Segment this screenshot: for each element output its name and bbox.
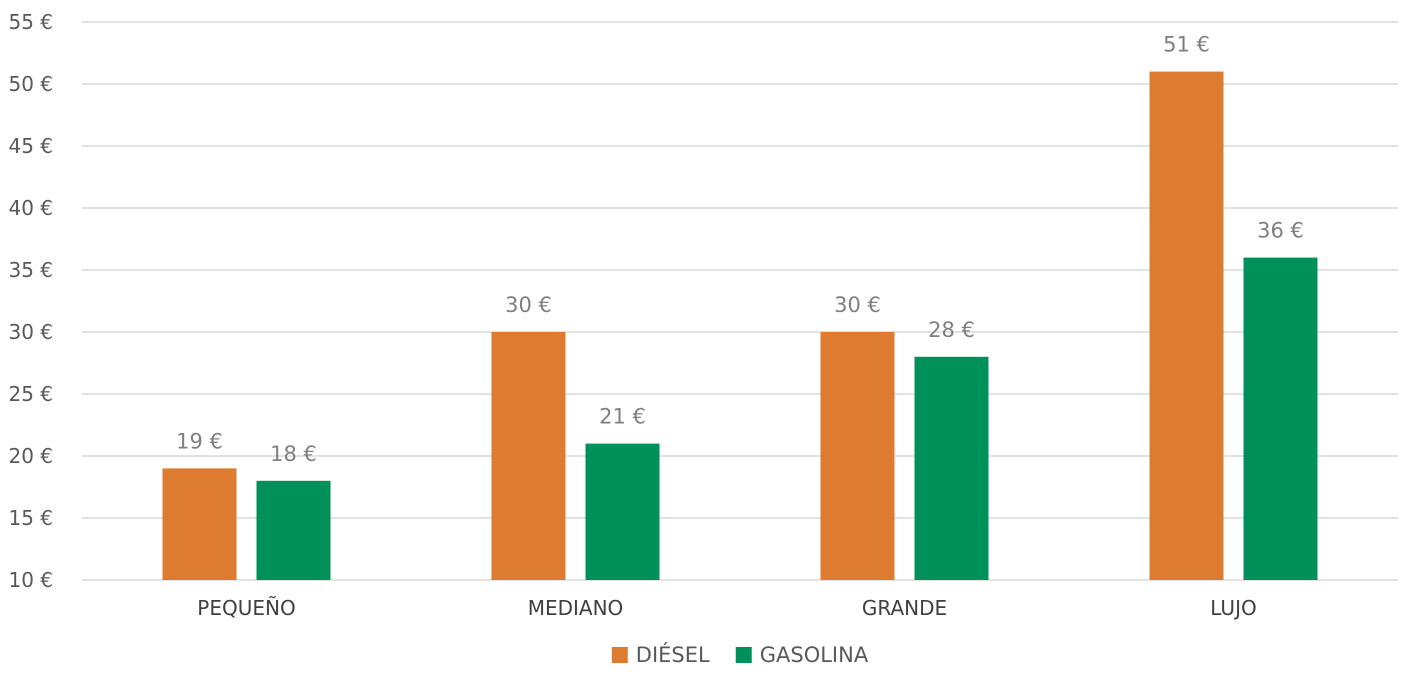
y-tick-label: 35 € <box>8 258 53 282</box>
category-label: MEDIANO <box>528 596 624 620</box>
legend-swatch <box>735 647 752 663</box>
bar <box>914 356 989 580</box>
data-label: 36 € <box>1257 219 1304 243</box>
data-label: 21 € <box>599 405 646 429</box>
y-tick-label: 20 € <box>8 444 53 468</box>
bars <box>162 71 1318 580</box>
y-tick-label: 45 € <box>8 134 53 158</box>
data-label: 51 € <box>1163 33 1210 57</box>
legend-swatch <box>611 647 628 663</box>
x-axis-categories: PEQUEÑO MEDIANO GRANDE LUJO <box>197 596 1256 620</box>
legend-label: GASOLINA <box>760 643 869 667</box>
legend-label: DIÉSEL <box>636 642 710 667</box>
bar <box>491 332 566 580</box>
legend: DIÉSEL GASOLINA <box>611 642 869 667</box>
bar <box>162 468 237 580</box>
category-label: GRANDE <box>862 596 947 620</box>
data-label: 28 € <box>928 318 975 342</box>
data-labels: 19 € 18 € 30 € 21 € 30 € 28 € 51 € 36 € <box>176 33 1304 466</box>
bar <box>1149 71 1224 580</box>
legend-item: DIÉSEL <box>611 642 710 667</box>
y-tick-label: 25 € <box>8 382 53 406</box>
data-label: 30 € <box>505 293 552 317</box>
data-label: 19 € <box>176 429 223 453</box>
y-tick-label: 10 € <box>8 568 53 592</box>
y-tick-label: 15 € <box>8 506 53 530</box>
bar <box>585 443 660 580</box>
category-label: PEQUEÑO <box>197 596 295 620</box>
bar <box>1243 257 1318 580</box>
bar <box>256 480 331 580</box>
category-label: LUJO <box>1210 596 1256 620</box>
bar <box>820 332 895 580</box>
y-tick-label: 30 € <box>8 320 53 344</box>
y-tick-label: 40 € <box>8 196 53 220</box>
legend-item: GASOLINA <box>735 643 869 667</box>
y-tick-label: 50 € <box>8 72 53 96</box>
y-tick-label: 55 € <box>8 10 53 34</box>
data-label: 18 € <box>270 442 317 466</box>
data-label: 30 € <box>834 293 881 317</box>
y-axis-ticks: 10 € 15 € 20 € 25 € 30 € 35 € 40 € 45 € 50 € 55 € <box>8 10 53 592</box>
